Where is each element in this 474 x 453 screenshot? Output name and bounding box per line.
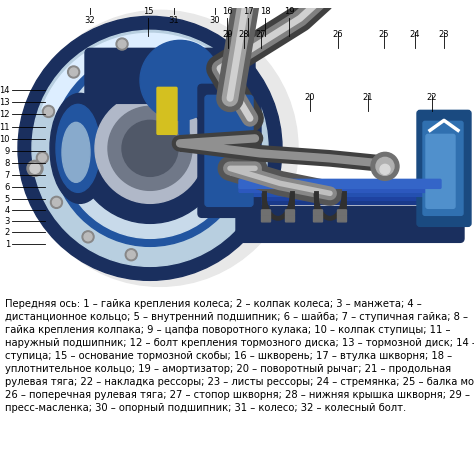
Circle shape bbox=[43, 106, 55, 117]
Text: 22: 22 bbox=[427, 93, 437, 102]
Text: 9: 9 bbox=[5, 147, 10, 156]
Circle shape bbox=[53, 198, 61, 207]
Circle shape bbox=[27, 160, 43, 176]
Text: 1: 1 bbox=[5, 240, 10, 249]
Text: 8: 8 bbox=[5, 159, 10, 168]
FancyBboxPatch shape bbox=[337, 210, 346, 216]
Text: 27: 27 bbox=[255, 30, 266, 39]
Text: 10: 10 bbox=[0, 135, 10, 144]
Text: 6: 6 bbox=[5, 183, 10, 192]
Text: 16: 16 bbox=[222, 7, 232, 16]
Circle shape bbox=[70, 68, 78, 76]
FancyBboxPatch shape bbox=[239, 188, 441, 196]
Circle shape bbox=[22, 10, 298, 286]
Circle shape bbox=[125, 249, 137, 261]
Circle shape bbox=[32, 30, 268, 266]
Circle shape bbox=[18, 16, 282, 280]
FancyBboxPatch shape bbox=[313, 216, 322, 222]
FancyBboxPatch shape bbox=[85, 48, 255, 103]
FancyBboxPatch shape bbox=[423, 121, 463, 215]
FancyBboxPatch shape bbox=[239, 195, 441, 204]
Circle shape bbox=[68, 66, 80, 78]
Text: 24: 24 bbox=[410, 30, 420, 39]
Ellipse shape bbox=[50, 93, 110, 203]
Text: 13: 13 bbox=[0, 98, 10, 107]
Circle shape bbox=[60, 58, 240, 238]
Circle shape bbox=[371, 152, 399, 180]
Circle shape bbox=[82, 231, 94, 243]
FancyBboxPatch shape bbox=[285, 210, 294, 216]
Text: 12: 12 bbox=[0, 110, 10, 119]
Circle shape bbox=[36, 152, 48, 164]
Circle shape bbox=[75, 73, 225, 223]
Text: 19: 19 bbox=[284, 7, 294, 16]
Text: 21: 21 bbox=[363, 93, 373, 102]
Text: 29: 29 bbox=[223, 30, 233, 39]
Text: 31: 31 bbox=[169, 16, 179, 25]
FancyBboxPatch shape bbox=[262, 216, 271, 222]
Text: 5: 5 bbox=[5, 195, 10, 204]
Circle shape bbox=[122, 120, 178, 176]
Text: 25: 25 bbox=[379, 30, 389, 39]
FancyBboxPatch shape bbox=[262, 210, 271, 216]
Circle shape bbox=[108, 106, 192, 190]
Text: 18: 18 bbox=[260, 7, 270, 16]
Circle shape bbox=[30, 164, 40, 173]
Circle shape bbox=[50, 196, 63, 208]
FancyBboxPatch shape bbox=[198, 84, 261, 217]
Circle shape bbox=[84, 233, 92, 241]
Circle shape bbox=[380, 164, 390, 174]
Text: 26: 26 bbox=[333, 30, 343, 39]
Text: 2: 2 bbox=[5, 228, 10, 237]
FancyBboxPatch shape bbox=[337, 216, 346, 222]
Circle shape bbox=[38, 154, 46, 162]
FancyBboxPatch shape bbox=[239, 191, 441, 200]
Circle shape bbox=[118, 40, 126, 48]
Text: 32: 32 bbox=[85, 16, 95, 25]
Circle shape bbox=[376, 157, 394, 175]
Circle shape bbox=[127, 251, 135, 259]
Circle shape bbox=[52, 50, 248, 246]
Text: 15: 15 bbox=[143, 7, 153, 16]
Circle shape bbox=[95, 93, 205, 203]
Circle shape bbox=[140, 40, 220, 120]
Text: 30: 30 bbox=[210, 16, 220, 25]
Text: 3: 3 bbox=[5, 217, 10, 226]
FancyBboxPatch shape bbox=[417, 111, 471, 226]
Wedge shape bbox=[42, 34, 258, 149]
Text: 4: 4 bbox=[5, 206, 10, 215]
FancyBboxPatch shape bbox=[179, 87, 189, 135]
Text: 28: 28 bbox=[239, 30, 249, 39]
FancyBboxPatch shape bbox=[236, 207, 464, 242]
FancyBboxPatch shape bbox=[239, 183, 441, 193]
Ellipse shape bbox=[56, 104, 100, 193]
FancyBboxPatch shape bbox=[426, 135, 455, 208]
FancyBboxPatch shape bbox=[157, 87, 177, 135]
Text: Передняя ось: 1 – гайка крепления колеса; 2 – колпак колеса; 3 – манжета; 4 –
ди: Передняя ось: 1 – гайка крепления колеса… bbox=[5, 299, 474, 413]
FancyBboxPatch shape bbox=[285, 216, 294, 222]
FancyBboxPatch shape bbox=[205, 96, 253, 207]
Text: 14: 14 bbox=[0, 86, 10, 95]
Circle shape bbox=[45, 107, 53, 116]
Text: 20: 20 bbox=[305, 93, 315, 102]
Text: 17: 17 bbox=[243, 7, 253, 16]
Ellipse shape bbox=[62, 122, 90, 183]
Text: 7: 7 bbox=[5, 171, 10, 180]
FancyBboxPatch shape bbox=[239, 179, 441, 188]
FancyBboxPatch shape bbox=[313, 210, 322, 216]
Text: 11: 11 bbox=[0, 123, 10, 132]
Circle shape bbox=[116, 38, 128, 50]
Text: 23: 23 bbox=[439, 30, 449, 39]
